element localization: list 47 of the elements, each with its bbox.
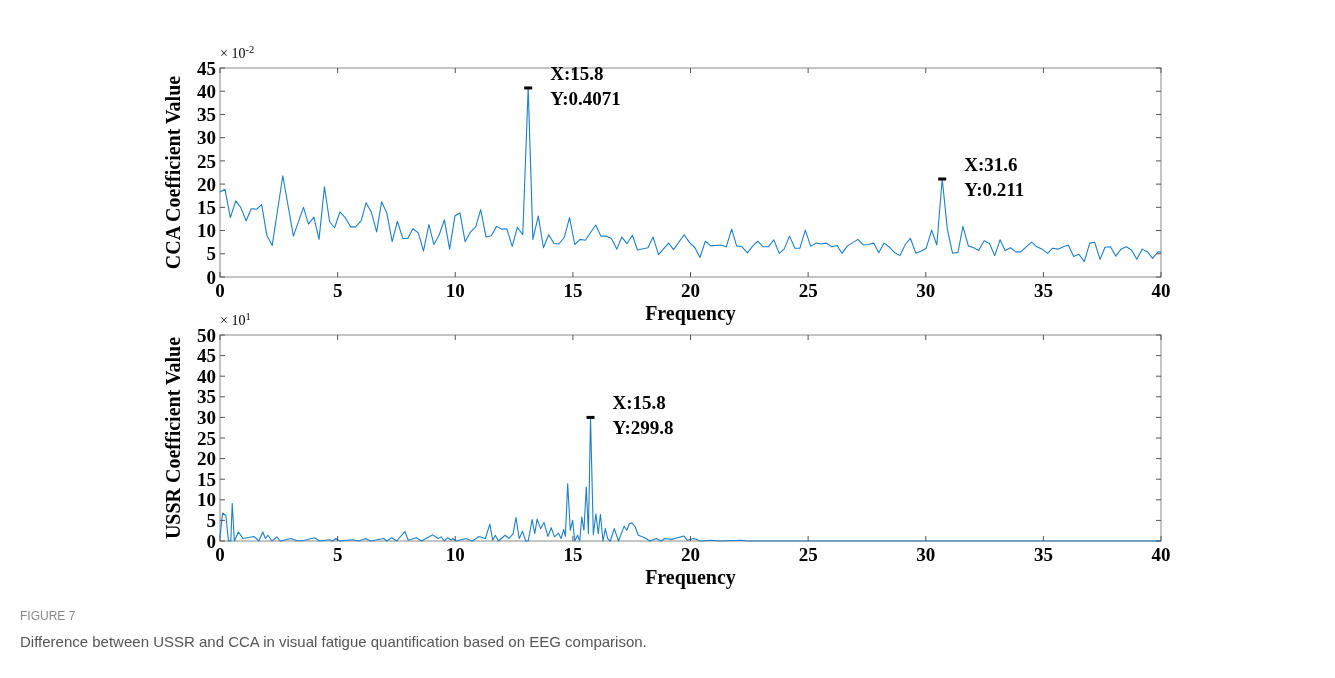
x-tick-label: 35 bbox=[1033, 280, 1053, 301]
x-tick-label: 25 bbox=[798, 544, 818, 565]
x-tick-label: 35 bbox=[1033, 544, 1053, 565]
x-tick-label: 20 bbox=[681, 544, 700, 565]
y-axis-title: USSR Coefficient Value bbox=[162, 336, 184, 540]
x-tick-label: 30 bbox=[916, 280, 936, 301]
annotation: X:15.8 Y:0.4071 bbox=[550, 62, 621, 109]
x-axis-title: Frequency bbox=[645, 302, 736, 325]
text: × 10$^{1}$ bbox=[220, 310, 251, 328]
x-tick-label: 40 bbox=[1151, 280, 1171, 301]
y-tick-label: 25 bbox=[197, 150, 216, 172]
x-axis-title: Frequency bbox=[645, 566, 736, 589]
y-tick-label: 5 bbox=[206, 510, 216, 532]
annotation: X:15.8 Y:299.8 bbox=[612, 392, 674, 439]
y-tick-label: 40 bbox=[197, 80, 216, 102]
y-tick-label: 35 bbox=[197, 386, 216, 408]
x-tick-label: 30 bbox=[916, 544, 936, 565]
y-tick-label: 45 bbox=[197, 345, 216, 367]
x-tick-label: 25 bbox=[798, 280, 818, 301]
y-tick-label: 10 bbox=[197, 489, 216, 511]
y-axis-title: CCA Coefficient Value bbox=[162, 75, 184, 270]
y-tick-label: 50 bbox=[197, 324, 216, 346]
y-tick-label: 30 bbox=[197, 407, 216, 429]
y-tick-label: 35 bbox=[197, 104, 216, 126]
x-tick-label: 40 bbox=[1151, 544, 1171, 565]
x-tick-label: 20 bbox=[681, 280, 700, 301]
y-tick-label: 15 bbox=[197, 468, 216, 490]
x-tick-label: 10 bbox=[445, 544, 465, 565]
y-tick-label: 30 bbox=[197, 127, 216, 149]
y-tick-label: 20 bbox=[197, 448, 216, 470]
text: Difference between USSR and CCA in visual fatigue quantification based on EEG comparison. bbox=[20, 633, 647, 650]
y-tick-label: 25 bbox=[197, 427, 216, 449]
x-tick-label: 5 bbox=[332, 544, 343, 565]
x-tick-label: 10 bbox=[445, 280, 465, 301]
caption: FIGURE 7 bbox=[20, 609, 76, 623]
y-tick-label: 5 bbox=[206, 243, 216, 265]
x-tick-label: 15 bbox=[563, 280, 583, 301]
annotation: X:31.6 Y:0.211 bbox=[964, 154, 1025, 200]
text: × 10$^{-2}$ bbox=[220, 43, 255, 61]
y-tick-label: 10 bbox=[197, 220, 216, 242]
x-tick-label: 5 bbox=[332, 280, 343, 301]
y-tick-label: 40 bbox=[197, 365, 216, 387]
x-tick-label: 15 bbox=[563, 544, 583, 565]
y-tick-label: 20 bbox=[197, 173, 216, 195]
line-series bbox=[219, 86, 1162, 263]
y-tick-label: 15 bbox=[197, 196, 216, 218]
y-tick-label: 45 bbox=[197, 57, 216, 79]
